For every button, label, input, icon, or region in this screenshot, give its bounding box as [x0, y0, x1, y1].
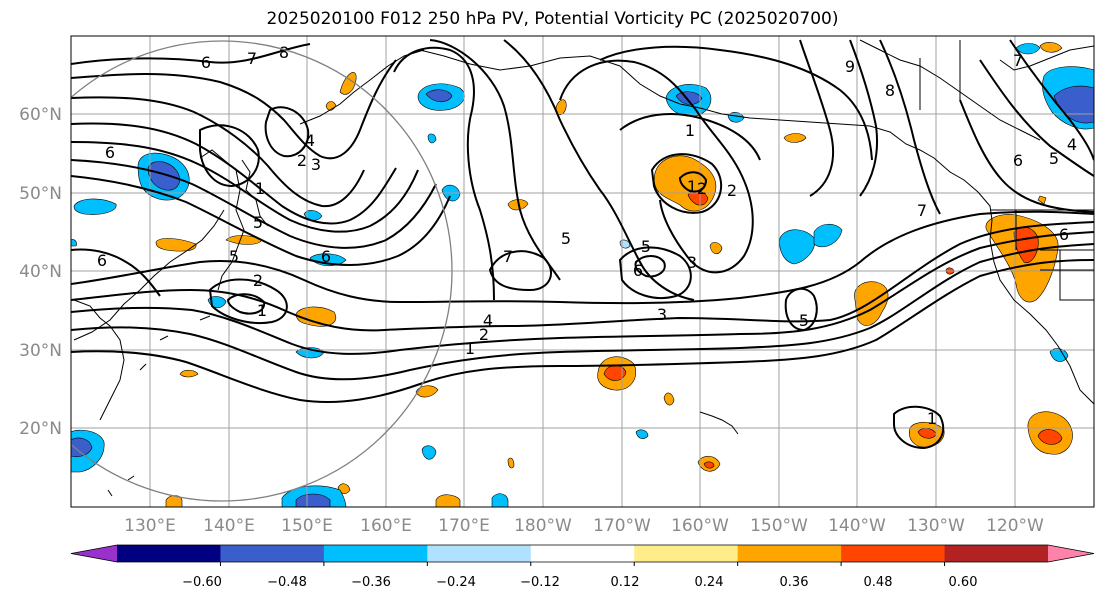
latitude-labels: 60°N 50°N 40°N 30°N 20°N: [19, 105, 62, 439]
lon-label: 160°E: [360, 516, 412, 536]
contour-label: 5: [253, 213, 263, 232]
colorbar-segment: [530, 545, 635, 562]
lat-label: 60°N: [19, 105, 62, 125]
lon-label: 130°E: [124, 516, 176, 536]
plot-title: 2025020100 F012 250 hPa PV, Potential Vo…: [266, 9, 839, 29]
contour-label: 2: [727, 181, 737, 200]
colorbar-tick-label: 0.36: [780, 575, 809, 590]
lat-label: 20°N: [19, 419, 62, 439]
contour-label: 5: [799, 311, 809, 330]
contour-label: 2: [697, 179, 707, 198]
colorbar-tick-label: −0.36: [351, 575, 391, 590]
colorbar-segment: [737, 545, 842, 562]
colorbar-segment: [220, 545, 325, 562]
lon-label: 170°E: [438, 516, 490, 536]
contour-label: 3: [687, 253, 697, 272]
colorbar-tick-label: 0.60: [949, 575, 978, 590]
longitude-labels: 130°E 140°E 150°E 160°E 170°E 180°W 170°…: [124, 516, 1044, 536]
contour-label: 6: [1013, 151, 1023, 170]
contour-label: 5: [561, 229, 571, 248]
contour-label: 7: [917, 201, 927, 220]
contour-label: 5: [641, 237, 651, 256]
colorbar-tick-labels: −0.60 −0.48 −0.36 −0.24 −0.12 0.12 0.24 …: [182, 575, 977, 590]
colorbar-tick-label: −0.60: [182, 575, 222, 590]
contour-label: 9: [845, 57, 855, 76]
coastlines: [73, 39, 1094, 497]
colorbar-segment: [841, 545, 946, 562]
lon-label: 130°W: [907, 516, 965, 536]
lon-label: 150°W: [750, 516, 808, 536]
contour-label: 8: [279, 43, 289, 62]
contour-label: 4: [305, 131, 315, 150]
colorbar-tick-label: 0.24: [695, 575, 724, 590]
contour-label: 1: [685, 121, 695, 140]
lon-label: 160°W: [671, 516, 729, 536]
colorbar-tick-label: 0.12: [611, 575, 640, 590]
contour-label: 1: [465, 339, 475, 358]
contour-label: 5: [229, 247, 239, 266]
contour-label: 5: [1049, 149, 1059, 168]
contour-label: 2: [297, 151, 307, 170]
lon-label: 140°W: [828, 516, 886, 536]
lon-label: 120°W: [986, 516, 1044, 536]
contour-label: 3: [657, 305, 667, 324]
contour-label: 7: [247, 49, 257, 68]
contour-label: 7: [1013, 51, 1023, 70]
lon-label: 180°W: [514, 516, 572, 536]
contour-labels: 6 7 8 6 1 2 3 4 5 1 2 5 6 6 1 2 5 7 5 6 …: [97, 43, 1077, 428]
colorbar-segment: [427, 545, 532, 562]
map-panel: 6 7 8 6 1 2 3 4 5 1 2 5 6 6 1 2 5 7 5 6 …: [71, 36, 1094, 507]
colorbar: −0.60 −0.48 −0.36 −0.24 −0.12 0.12 0.24 …: [70, 544, 1095, 590]
colorbar-extend-low: [71, 545, 117, 562]
colorbar-outline: [70, 544, 1095, 563]
lon-label: 170°W: [593, 516, 651, 536]
contour-label: 6: [97, 251, 107, 270]
contour-label: 1: [255, 179, 265, 198]
lon-label: 150°E: [281, 516, 333, 536]
colorbar-tick-label: −0.48: [267, 575, 307, 590]
lat-label: 30°N: [19, 341, 62, 361]
contour-label: 6: [633, 261, 643, 280]
colorbar-segment: [323, 545, 428, 562]
contour-label: 6: [321, 247, 331, 266]
colorbar-segment: [117, 545, 221, 562]
contour-label: 3: [311, 155, 321, 174]
plot-frame: [70, 35, 1095, 508]
pv-contours: [71, 39, 1094, 450]
contour-label: 6: [1059, 225, 1069, 244]
colorbar-tick-label: 0.48: [864, 575, 893, 590]
colorbar-tick-label: −0.24: [436, 575, 476, 590]
lon-label: 140°E: [203, 516, 255, 536]
lat-label: 50°N: [19, 184, 62, 204]
contour-label: 2: [479, 325, 489, 344]
contour-label: 6: [201, 53, 211, 72]
colorbar-segments: [70, 544, 1095, 566]
highlight-circle: [71, 40, 453, 502]
contour-label: 2: [253, 271, 263, 290]
contour-label: 4: [1067, 135, 1077, 154]
contour-label: 4: [483, 311, 493, 330]
lat-label: 40°N: [19, 262, 62, 282]
colorbar-segment: [944, 545, 1049, 562]
contour-label: 6: [105, 143, 115, 162]
contour-label: 8: [885, 81, 895, 100]
contour-label: 1: [257, 301, 267, 320]
contour-label: 1: [927, 409, 937, 428]
colorbar-tick-label: −0.12: [520, 575, 560, 590]
contour-label: 1: [687, 177, 697, 196]
colorbar-extend-high: [1048, 545, 1094, 562]
colorbar-segment: [634, 545, 739, 562]
contour-label: 7: [503, 247, 513, 266]
